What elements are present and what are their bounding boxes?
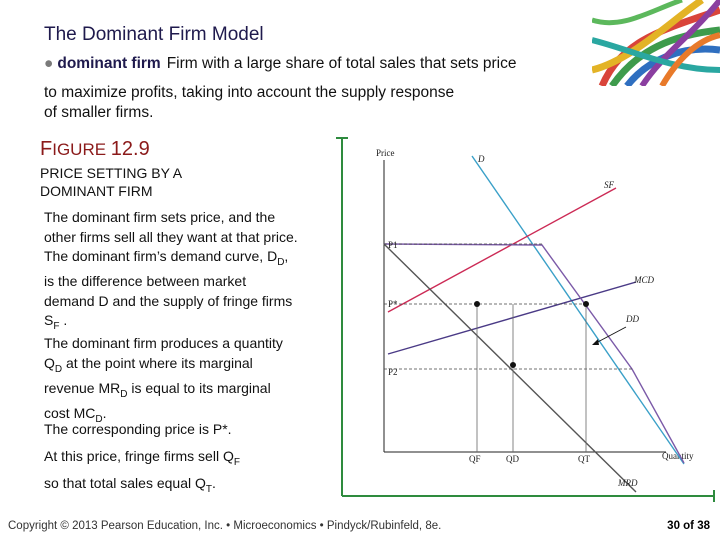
label-sf: SF (604, 180, 615, 190)
dominant-demand-curve-dd (383, 243, 685, 464)
para1-line: demand D and the supply of fringe firms (44, 292, 293, 309)
label-d: D (477, 154, 485, 164)
fringe-supply-curve-sf (387, 187, 617, 313)
slide-title: The Dominant Firm Model (44, 24, 264, 45)
tick-qf: QF (469, 454, 481, 464)
figure-label-initial: F (40, 138, 53, 160)
explanation-paragraph-1: The dominant firm sets price, and the ot… (44, 208, 339, 337)
label-mrd: MRD (617, 478, 638, 488)
para2-line: The dominant firm produces a quantity (44, 335, 283, 351)
tick-qd: QD (506, 454, 519, 464)
marginal-cost-curve-mcd (387, 281, 637, 355)
decorative-cables-image (592, 0, 720, 86)
market-demand-curve-d (471, 155, 685, 465)
label-mcd: MCD (633, 275, 655, 285)
para1-line: SF . (44, 312, 68, 333)
explanation-paragraph-3: The corresponding price is P*. (44, 421, 232, 437)
price-axis-label: Price (376, 148, 395, 158)
para1-line: The dominant firm sets price, and the (44, 209, 276, 225)
tick-pstar: P* (388, 299, 398, 309)
para2-line: QD at the point where its marginal (44, 354, 253, 375)
mr-equals-mc-point (510, 362, 516, 368)
figure-number: 12.9 (110, 138, 150, 160)
dd-pointer-arrow (593, 326, 627, 345)
definition-line: ● dominant firm Firm with a large share of… (44, 55, 516, 73)
definition-text-line3: of smaller firms. (44, 104, 154, 121)
definition-term: dominant firm (57, 55, 161, 72)
dominant-firm-chart: Price Quantity D SF MCD DD MRD P1 P* P2 … (336, 137, 715, 502)
page-number: 30 of 38 (667, 520, 710, 532)
definition-text-line2: to maximize profits, taking into account… (44, 84, 455, 101)
figure-title: PRICE SETTING BY A DOMINANT FIRM (40, 164, 182, 200)
explanation-paragraph-2: The dominant firm produces a quantity QD… (44, 334, 339, 429)
figure-title-line1: PRICE SETTING BY A (40, 165, 183, 181)
para1-line: The dominant firm’s demand curve, DD, (44, 248, 289, 268)
marginal-revenue-curve-mrd (383, 243, 637, 493)
figure-label-word: IGURE (52, 140, 107, 159)
para2-line: revenue MRD is equal to its marginal (44, 379, 271, 400)
explanation-paragraph-5: so that total sales equal QT. (44, 475, 216, 495)
definition-text: Firm with a large share of total sales t… (166, 55, 517, 72)
tick-p2: P2 (388, 367, 398, 377)
para1-line: is the difference between market (44, 273, 247, 290)
para1-line: other firms sell all they want at that p… (44, 228, 298, 245)
figure-label: FIGURE 12.9 (40, 138, 150, 161)
para2-line: cost MCD. (44, 405, 107, 425)
explanation-paragraph-4: At this price, fringe firms sell QF (44, 448, 240, 468)
label-dd: DD (625, 314, 639, 324)
arrow-head-icon (592, 339, 599, 345)
definition-continuation: to maximize profits, taking into account… (44, 83, 564, 123)
tick-p1: P1 (388, 240, 398, 250)
figure-title-line2: DOMINANT FIRM (40, 183, 153, 199)
total-output-point (583, 301, 589, 307)
bullet-icon: ● (44, 55, 54, 72)
copyright-footer: Copyright © 2013 Pearson Education, Inc.… (8, 520, 442, 532)
fringe-output-point (474, 301, 480, 307)
tick-qt: QT (578, 454, 590, 464)
